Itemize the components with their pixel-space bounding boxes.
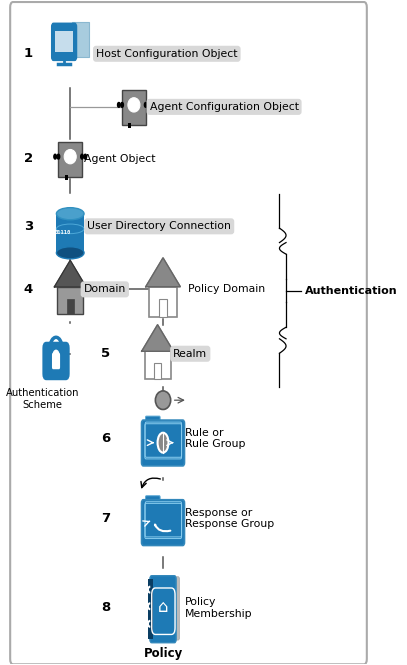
Circle shape: [53, 350, 59, 361]
Ellipse shape: [128, 98, 140, 112]
Text: ⌂: ⌂: [158, 598, 168, 616]
FancyArrowPatch shape: [141, 478, 160, 487]
Text: 2: 2: [24, 152, 33, 165]
Ellipse shape: [64, 150, 76, 164]
Ellipse shape: [57, 247, 84, 259]
FancyBboxPatch shape: [72, 21, 89, 57]
FancyBboxPatch shape: [146, 416, 160, 426]
FancyBboxPatch shape: [149, 287, 177, 317]
FancyBboxPatch shape: [157, 577, 179, 640]
Text: Host Configuration Object: Host Configuration Object: [96, 49, 238, 59]
FancyBboxPatch shape: [44, 342, 69, 379]
Circle shape: [118, 102, 120, 107]
Circle shape: [148, 102, 150, 107]
Text: Policy: Policy: [143, 646, 183, 660]
FancyBboxPatch shape: [65, 175, 68, 180]
Text: 7: 7: [101, 512, 110, 525]
Circle shape: [54, 154, 57, 159]
Text: 6: 6: [101, 432, 110, 445]
Ellipse shape: [57, 207, 84, 219]
Text: Policy Domain: Policy Domain: [188, 285, 265, 295]
Text: 4: 4: [24, 283, 33, 296]
Text: Agent Object: Agent Object: [84, 154, 155, 164]
Polygon shape: [146, 258, 180, 287]
Text: Response or
Response Group: Response or Response Group: [185, 507, 274, 529]
FancyBboxPatch shape: [146, 495, 160, 505]
Circle shape: [121, 102, 123, 107]
FancyArrowPatch shape: [155, 525, 171, 531]
Text: 5: 5: [101, 347, 110, 360]
FancyBboxPatch shape: [144, 351, 171, 379]
Text: Domain: Domain: [84, 285, 126, 295]
FancyBboxPatch shape: [142, 499, 184, 545]
Text: 1: 1: [24, 47, 33, 61]
Polygon shape: [54, 261, 86, 287]
Text: Realm: Realm: [173, 348, 207, 358]
Text: Authentication
Scheme: Authentication Scheme: [5, 388, 79, 410]
Polygon shape: [142, 325, 173, 351]
FancyBboxPatch shape: [150, 576, 176, 643]
FancyBboxPatch shape: [52, 353, 60, 369]
Text: 8: 8: [101, 601, 110, 614]
FancyBboxPatch shape: [52, 23, 77, 61]
Circle shape: [57, 154, 60, 159]
Text: 3: 3: [24, 220, 33, 233]
Circle shape: [158, 433, 168, 453]
Text: Policy
Membership: Policy Membership: [185, 597, 252, 618]
FancyBboxPatch shape: [66, 299, 74, 315]
FancyBboxPatch shape: [148, 579, 153, 640]
FancyBboxPatch shape: [154, 363, 161, 379]
FancyBboxPatch shape: [142, 420, 184, 466]
FancyBboxPatch shape: [159, 299, 167, 317]
Text: 01110: 01110: [55, 230, 71, 235]
Text: Rule or
Rule Group: Rule or Rule Group: [185, 428, 245, 450]
FancyBboxPatch shape: [122, 90, 146, 125]
Text: Agent Configuration Object: Agent Configuration Object: [149, 102, 299, 112]
FancyBboxPatch shape: [129, 123, 131, 128]
FancyBboxPatch shape: [57, 213, 84, 253]
Text: User Directory Connection: User Directory Connection: [88, 221, 231, 231]
FancyBboxPatch shape: [57, 287, 83, 315]
Circle shape: [81, 154, 83, 159]
FancyBboxPatch shape: [10, 2, 367, 664]
Text: Authentication: Authentication: [305, 286, 398, 296]
FancyBboxPatch shape: [55, 31, 73, 52]
Circle shape: [144, 102, 147, 107]
FancyBboxPatch shape: [58, 142, 82, 176]
Ellipse shape: [155, 391, 171, 410]
Circle shape: [84, 154, 87, 159]
